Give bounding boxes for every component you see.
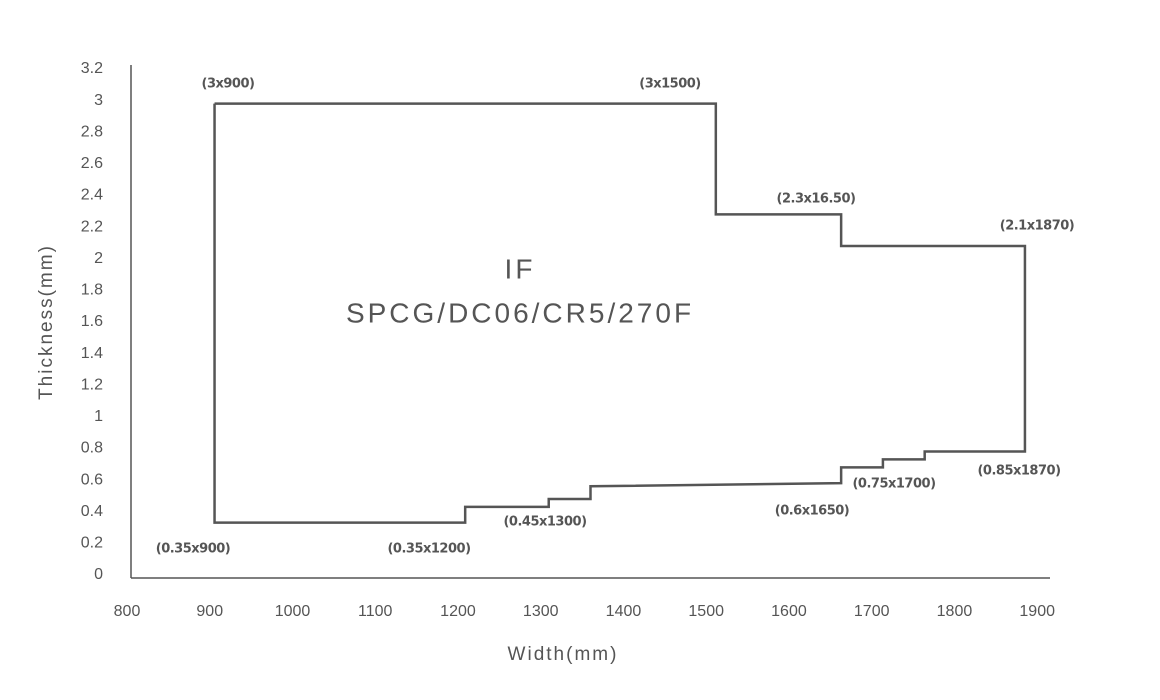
point-annotation: (0.75x1700) — [852, 477, 935, 492]
point-annotation: (3x1500) — [639, 77, 701, 92]
region-label: IF — [505, 253, 536, 284]
y-tick-label: 1.4 — [81, 345, 103, 362]
point-annotation: (2.1x1870) — [1000, 219, 1074, 234]
y-tick-label: 1.6 — [81, 313, 103, 330]
x-tick-label: 1200 — [440, 603, 476, 620]
x-tick-label: 1400 — [606, 603, 642, 620]
y-tick-label: 1 — [94, 408, 103, 425]
x-tick-label: 900 — [196, 603, 223, 620]
y-tick-label: 2.2 — [81, 218, 103, 235]
point-annotation: (0.45x1300) — [503, 515, 586, 530]
y-tick-label: 0 — [94, 566, 103, 583]
x-tick-label: 1300 — [523, 603, 559, 620]
y-tick-label: 2.8 — [81, 123, 103, 140]
x-tick-label: 1900 — [1019, 603, 1055, 620]
y-tick-label: 3.2 — [81, 60, 103, 77]
point-annotation: (0.6x1650) — [775, 504, 849, 519]
region-label: SPCG/DC06/CR5/270F — [346, 297, 694, 328]
y-tick-label: 3 — [94, 92, 103, 109]
y-tick-label: 2.4 — [81, 187, 103, 204]
y-tick-label: 0.6 — [81, 471, 103, 488]
x-tick-label: 1700 — [854, 603, 890, 620]
x-tick-label: 800 — [114, 603, 141, 620]
y-tick-label: 1.2 — [81, 376, 103, 393]
point-annotation: (0.85x1870) — [977, 464, 1060, 479]
x-tick-label: 1600 — [771, 603, 807, 620]
y-tick-label: 0.4 — [81, 503, 103, 520]
y-axis-title: Thickness(mm) — [36, 244, 57, 400]
x-tick-label: 1500 — [688, 603, 724, 620]
y-tick-label: 2 — [94, 250, 103, 267]
x-tick-label: 1100 — [358, 603, 393, 620]
y-tick-label: 0.2 — [81, 535, 103, 552]
y-tick-label: 2.6 — [81, 155, 103, 172]
point-annotation: (0.35x900) — [156, 542, 230, 557]
y-tick-label: 1.8 — [81, 282, 103, 299]
x-tick-label: 1000 — [275, 603, 311, 620]
outline — [213, 102, 1027, 524]
x-axis-title: Width(mm) — [508, 644, 619, 665]
x-tick-label: 1800 — [937, 603, 973, 620]
point-annotation: (0.35x1200) — [387, 542, 470, 557]
point-annotation: (3x900) — [202, 77, 255, 92]
point-annotation: (2.3x16.50) — [777, 192, 856, 207]
y-tick-label: 0.8 — [81, 440, 103, 457]
